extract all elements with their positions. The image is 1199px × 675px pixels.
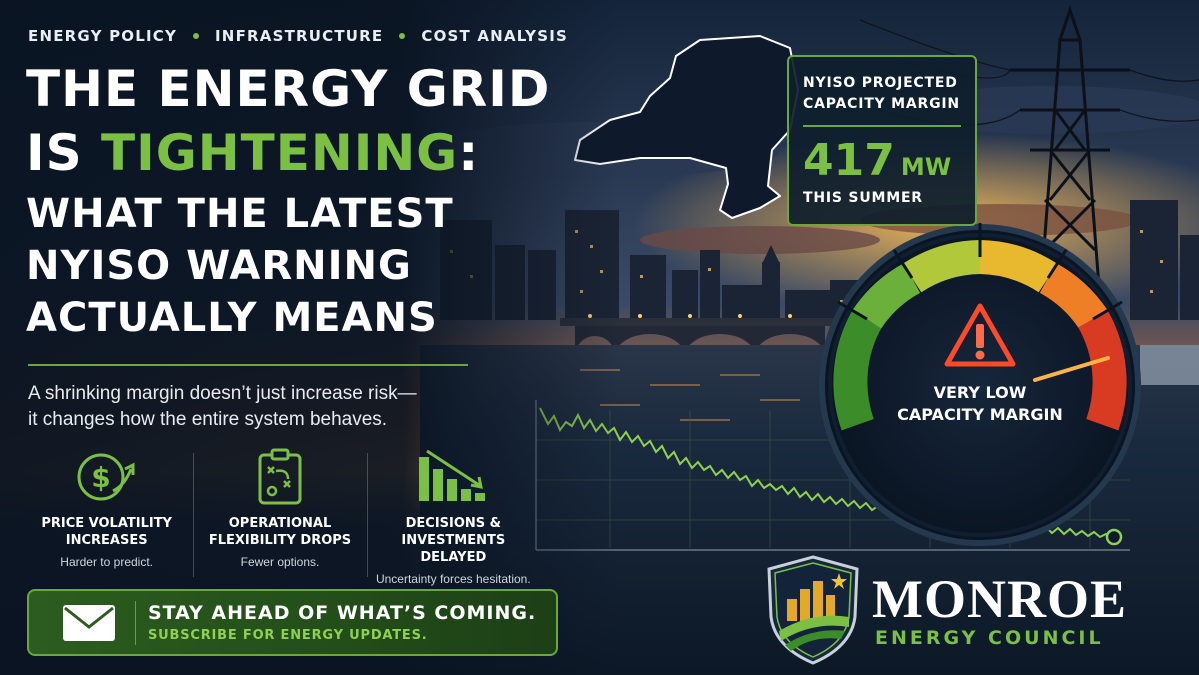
stat-unit: MW <box>900 153 952 181</box>
feature-title: PRICE VOLATILITY INCREASES <box>20 515 193 549</box>
tag-infrastructure[interactable]: INFRASTRUCTURE <box>215 27 384 45</box>
headline-line-3: WHAT THE LATEST <box>26 191 454 237</box>
stat-label-line-1: NYISO PROJECTED <box>803 75 958 91</box>
stat-number: 417 <box>803 135 895 186</box>
gauge-label-line-2: CAPACITY MARGIN <box>897 405 1063 424</box>
subheadline-line-2: it changes how the entire system behaves… <box>28 409 388 430</box>
warning-triangle-icon <box>944 303 1016 367</box>
logo-name: MONROE <box>872 569 1127 629</box>
left-text-panel <box>0 0 620 675</box>
feature-description: Harder to predict. <box>60 555 154 569</box>
logo-tagline: ENERGY COUNCIL <box>875 627 1104 649</box>
feature-description: Fewer options. <box>240 555 320 569</box>
capacity-gauge <box>819 223 1141 546</box>
tag-cost-analysis[interactable]: COST ANALYSIS <box>421 27 569 45</box>
stat-divider <box>803 125 961 127</box>
gauge-label-line-1: VERY LOW <box>933 383 1027 402</box>
cta-divider <box>135 600 136 645</box>
feature-title-line-2: FLEXIBILITY DROPS <box>208 533 352 548</box>
feature-description: Uncertainty forces hesitation. <box>375 572 531 586</box>
stat-label: NYISO PROJECTED CAPACITY MARGIN <box>803 73 961 115</box>
headline-line-5: ACTUALLY MEANS <box>26 295 438 341</box>
tag-energy-policy[interactable]: ENERGY POLICY <box>28 27 178 45</box>
feature-title-line-1: PRICE VOLATILITY <box>41 516 172 531</box>
feature-operational-flexibility: OPERATIONAL FLEXIBILITY DROPS Fewer opti… <box>193 447 366 577</box>
stat-value: 417 MW <box>803 135 961 186</box>
feature-price-volatility: $ PRICE VOLATILITY INCREASES Harder to p… <box>20 447 193 577</box>
feature-title-line-2: INCREASES <box>65 533 148 548</box>
cta-title: STAY AHEAD OF WHAT’S COMING. <box>148 602 537 624</box>
subheadline: A shrinking margin doesn’t just increase… <box>28 381 488 433</box>
headline-line-4: NYISO WARNING <box>26 243 412 289</box>
headline-accent-word: TIGHTENING <box>101 124 459 182</box>
envelope-icon <box>63 604 115 641</box>
feature-title-line-2: DELAYED <box>420 550 487 565</box>
monroe-logo[interactable]: MONROE ENERGY COUNCIL <box>765 555 1165 665</box>
capacity-margin-card: NYISO PROJECTED CAPACITY MARGIN 417 MW T… <box>787 55 977 226</box>
svg-text:$: $ <box>91 461 110 494</box>
feature-title: OPERATIONAL FLEXIBILITY DROPS <box>193 515 366 549</box>
dollar-trend-icon: $ <box>77 453 135 501</box>
stat-label-line-2: CAPACITY MARGIN <box>803 96 960 112</box>
headline-divider <box>28 364 468 366</box>
headline-line-2-suffix: : <box>458 124 480 182</box>
tag-separator-dot <box>193 33 200 39</box>
strategy-clipboard-icon <box>258 448 302 505</box>
tag-separator-dot <box>399 33 406 39</box>
feature-title: DECISIONS & INVESTMENTS DELAYED <box>367 515 540 566</box>
stat-period: THIS SUMMER <box>803 190 923 206</box>
cta-text: STAY AHEAD OF WHAT’S COMING. SUBSCRIBE F… <box>148 602 536 643</box>
feature-decisions-delayed: DECISIONS & INVESTMENTS DELAYED Uncertai… <box>366 447 540 586</box>
subheadline-line-1: A shrinking margin doesn’t just increase… <box>28 383 417 404</box>
feature-title-line-1: OPERATIONAL <box>228 516 332 531</box>
declining-bars-icon <box>419 449 486 501</box>
impact-features: $ PRICE VOLATILITY INCREASES Harder to p… <box>20 447 540 586</box>
headline-line-1: THE ENERGY GRID <box>26 60 551 118</box>
cta-subtitle: SUBSCRIBE FOR ENERGY UPDATES. <box>148 628 428 643</box>
headline: THE ENERGY GRID IS TIGHTENING: WHAT THE … <box>26 64 550 350</box>
cta-icon-wrap <box>43 603 135 643</box>
headline-line-2: IS TIGHTENING: <box>26 128 550 178</box>
category-tags: ENERGY POLICY INFRASTRUCTURE COST ANALYS… <box>28 27 568 45</box>
headline-line-2-prefix: IS <box>26 124 102 182</box>
shield-emblem-icon <box>767 555 859 665</box>
gauge-label: VERY LOW CAPACITY MARGIN <box>880 382 1080 426</box>
subscribe-button[interactable]: STAY AHEAD OF WHAT’S COMING. SUBSCRIBE F… <box>27 589 558 656</box>
feature-title-line-1: DECISIONS & INVESTMENTS <box>401 516 506 548</box>
